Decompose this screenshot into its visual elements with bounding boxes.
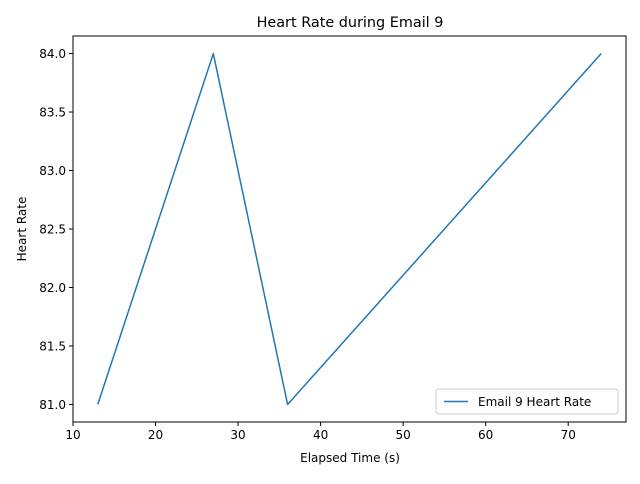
legend-box (435, 388, 619, 415)
y-tick-label: 81.5 (39, 339, 66, 353)
y-axis-label: Heart Rate (15, 197, 29, 262)
x-tick-label: 20 (148, 428, 163, 442)
y-tick-label: 83.0 (39, 164, 66, 178)
legend-series-label: Email 9 Heart Rate (478, 395, 591, 409)
x-tick-label: 50 (396, 428, 411, 442)
series-layer (97, 52, 602, 406)
x-tick-label: 10 (65, 428, 80, 442)
x-axis-ticks: 10 20 30 40 50 60 70 (65, 422, 576, 442)
x-axis-label: Elapsed Time (s) (300, 451, 400, 465)
y-tick-label: 83.5 (39, 106, 66, 120)
plot-frame (72, 35, 627, 423)
x-tick-label: 70 (561, 428, 576, 442)
legend: Email 9 Heart Rate (435, 388, 619, 415)
chart-title: Heart Rate during Email 9 (257, 15, 444, 31)
x-tick-label: 60 (478, 428, 493, 442)
series-line (97, 52, 602, 406)
y-tick-label: 82.5 (39, 223, 66, 237)
y-tick-label: 81.0 (39, 398, 66, 412)
x-tick-label: 40 (313, 428, 328, 442)
y-tick-label: 82.0 (39, 281, 66, 295)
y-tick-label: 84.0 (39, 47, 66, 61)
y-axis-ticks: 81.0 81.5 82.0 82.5 83.0 83.5 84.0 (39, 47, 73, 412)
x-tick-label: 30 (230, 428, 245, 442)
